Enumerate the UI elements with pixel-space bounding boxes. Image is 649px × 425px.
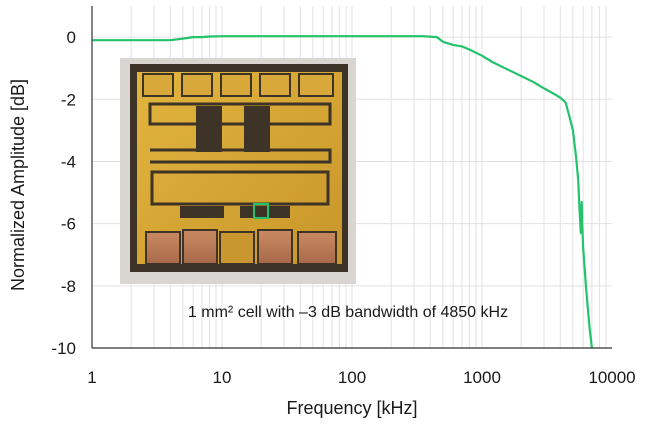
x-tick-label: 10000 [588, 368, 635, 387]
y-tick-label: 0 [67, 28, 76, 47]
axes [91, 6, 612, 349]
y-axis-title: Normalized Amplitude [dB] [8, 79, 28, 291]
y-tick-label: -10 [51, 339, 76, 358]
y-tick-label: -6 [61, 215, 76, 234]
y-tick-label: -4 [61, 152, 76, 171]
x-tick-label: 10 [213, 368, 232, 387]
tick-labels: 1 10 100 1000 10000 0 -2 -4 -6 -8 -10 [51, 28, 635, 387]
y-tick-label: -2 [61, 90, 76, 109]
y-tick-label: -8 [61, 277, 76, 296]
x-tick-label: 1 [87, 368, 96, 387]
cell-chip-photo [120, 58, 356, 284]
x-tick-label: 100 [338, 368, 366, 387]
bandwidth-annotation: 1 mm² cell with –3 dB bandwidth of 4850 … [188, 304, 508, 321]
x-tick-label: 1000 [463, 368, 501, 387]
x-axis-title: Frequency [kHz] [286, 398, 417, 418]
response-curve [92, 35, 593, 349]
